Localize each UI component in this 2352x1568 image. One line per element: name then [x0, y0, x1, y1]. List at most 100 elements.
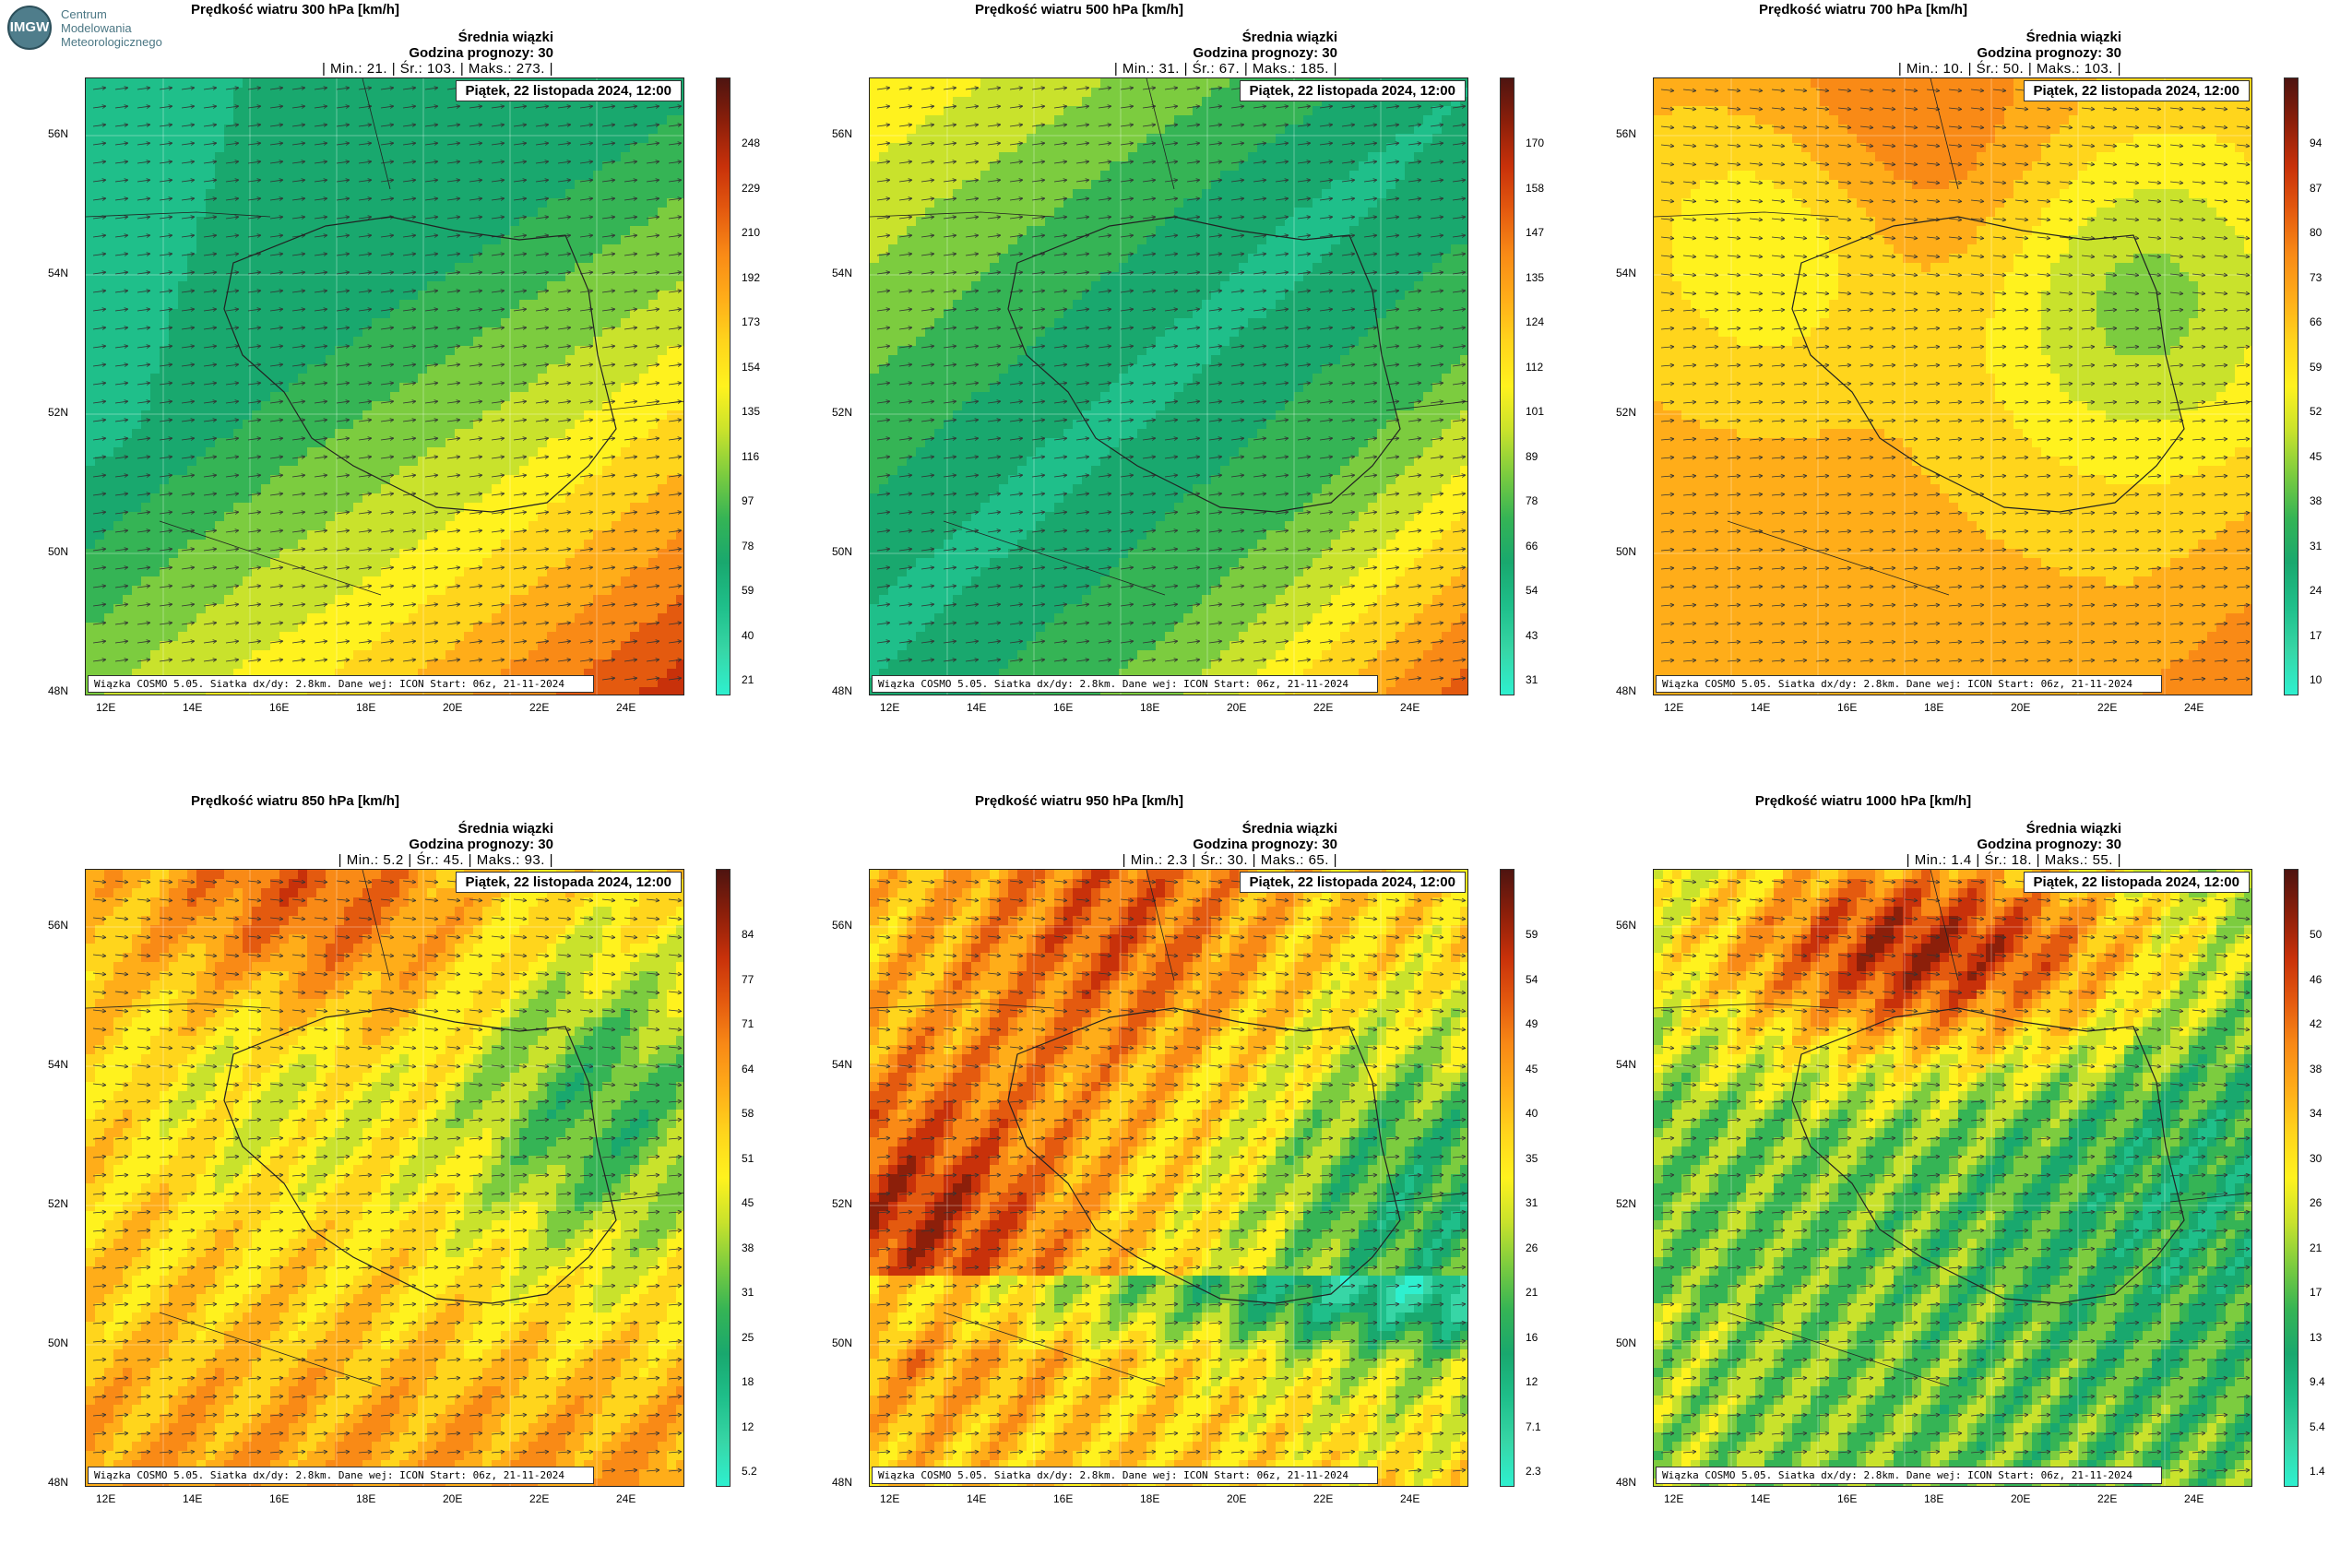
colorbar-tick: 31: [742, 1286, 754, 1299]
wind-map: Piątek, 22 listopada 2024, 12:00 Wiązka …: [869, 77, 1468, 695]
panel-header: Średnia wiązki Godzina prognozy: 30 | Mi…: [1114, 30, 1337, 77]
lon-label: 22E: [529, 701, 549, 714]
colorbar-tick: 59: [742, 584, 754, 597]
lon-label: 12E: [96, 701, 115, 714]
lon-label: 16E: [1837, 1492, 1857, 1505]
panel-stats: | Min.: 21. | Śr.: 103. | Maks.: 273. |: [322, 61, 553, 77]
wind-field: [1654, 78, 2251, 695]
forecast-hour: Godzina prognozy: 30: [322, 45, 553, 61]
colorbar-tick: 17: [2310, 629, 2322, 642]
colorbar-tick: 64: [742, 1063, 754, 1075]
lon-label: 18E: [356, 1492, 375, 1505]
wind-panel: Prędkość wiatru 950 hPa [km/h] Średnia w…: [784, 791, 1541, 1538]
colorbar-tick: 12: [742, 1420, 754, 1433]
lon-label: 12E: [880, 701, 899, 714]
lat-label: 52N: [1616, 1197, 1636, 1210]
lon-label: 22E: [2097, 1492, 2117, 1505]
colorbar-tick: 16: [1526, 1331, 1538, 1344]
model-info: Wiązka COSMO 5.05. Siatka dx/dy: 2.8km. …: [88, 1467, 594, 1484]
model-info: Wiązka COSMO 5.05. Siatka dx/dy: 2.8km. …: [872, 675, 1378, 693]
ensemble-label: Średnia wiązki: [1123, 821, 1337, 837]
panel-header: Średnia wiązki Godzina prognozy: 30 | Mi…: [1123, 821, 1337, 868]
forecast-hour: Godzina prognozy: 30: [339, 837, 553, 852]
ensemble-label: Średnia wiązki: [1114, 30, 1337, 45]
panel-header: Średnia wiązki Godzina prognozy: 30 | Mi…: [339, 821, 553, 868]
lon-label: 20E: [443, 1492, 462, 1505]
model-info: Wiązka COSMO 5.05. Siatka dx/dy: 2.8km. …: [1656, 1467, 2162, 1484]
colorbar-tick: 13: [2310, 1331, 2322, 1344]
lat-label: 56N: [1616, 127, 1636, 140]
colorbar: [2284, 869, 2299, 1487]
colorbar-tick: 21: [742, 673, 754, 686]
colorbar-tick: 43: [1526, 629, 1538, 642]
lat-label: 52N: [832, 1197, 852, 1210]
lon-label: 22E: [529, 1492, 549, 1505]
lon-label: 24E: [1400, 1492, 1420, 1505]
colorbar-tick: 101: [1526, 405, 1544, 418]
lat-label: 52N: [48, 406, 68, 419]
colorbar-tick: 89: [1526, 450, 1538, 463]
colorbar-tick: 2.3: [1526, 1465, 1541, 1478]
wind-panel: Prędkość wiatru 700 hPa [km/h] Średnia w…: [1568, 0, 2324, 747]
colorbar-tick: 40: [742, 629, 754, 642]
colorbar-tick: 59: [1526, 928, 1538, 941]
colorbar: [1500, 77, 1515, 695]
lon-label: 24E: [616, 701, 636, 714]
valid-date: Piątek, 22 listopada 2024, 12:00: [1239, 80, 1466, 101]
valid-date: Piątek, 22 listopada 2024, 12:00: [455, 872, 682, 893]
panel-title: Prędkość wiatru 950 hPa [km/h]: [784, 793, 1374, 809]
valid-date: Piątek, 22 listopada 2024, 12:00: [1239, 872, 1466, 893]
lon-label: 14E: [1751, 1492, 1770, 1505]
lon-label: 12E: [1664, 1492, 1683, 1505]
lat-label: 54N: [48, 1058, 68, 1071]
lat-label: 48N: [832, 1476, 852, 1489]
colorbar-tick: 1.4: [2310, 1465, 2325, 1478]
colorbar-tick: 158: [1526, 182, 1544, 195]
colorbar-tick: 84: [742, 928, 754, 941]
colorbar-tick: 58: [742, 1107, 754, 1120]
colorbar-tick: 59: [2310, 361, 2322, 374]
lon-label: 18E: [356, 701, 375, 714]
panel-stats: | Min.: 1.4 | Śr.: 18. | Maks.: 55. |: [1907, 852, 2121, 868]
lon-label: 14E: [967, 701, 986, 714]
colorbar-tick: 9.4: [2310, 1375, 2325, 1388]
valid-date: Piątek, 22 listopada 2024, 12:00: [455, 80, 682, 101]
panel-title: Prędkość wiatru 850 hPa [km/h]: [0, 793, 590, 809]
colorbar-tick: 66: [1526, 540, 1538, 552]
logo-emblem: IMGW: [7, 6, 52, 50]
lat-label: 54N: [48, 267, 68, 279]
lat-label: 50N: [832, 1336, 852, 1349]
wind-panel: Prędkość wiatru 1000 hPa [km/h] Średnia …: [1568, 791, 2325, 1538]
wind-map: Piątek, 22 listopada 2024, 12:00 Wiązka …: [869, 869, 1468, 1487]
lon-label: 12E: [96, 1492, 115, 1505]
colorbar-tick: 30: [2310, 1152, 2322, 1165]
colorbar-tick: 170: [1526, 137, 1544, 149]
lon-label: 18E: [1924, 701, 1943, 714]
lon-label: 16E: [1053, 1492, 1073, 1505]
colorbar-tick: 31: [1526, 673, 1538, 686]
panel-stats: | Min.: 5.2 | Śr.: 45. | Maks.: 93. |: [339, 852, 553, 868]
colorbar-tick: 12: [1526, 1375, 1538, 1388]
colorbar-tick: 51: [742, 1152, 754, 1165]
colorbar-tick: 21: [1526, 1286, 1538, 1299]
colorbar-tick: 135: [742, 405, 760, 418]
lat-label: 50N: [832, 545, 852, 558]
wind-field: [870, 870, 1467, 1486]
ensemble-label: Średnia wiązki: [1907, 821, 2121, 837]
lat-label: 50N: [48, 545, 68, 558]
lon-label: 18E: [1140, 1492, 1159, 1505]
colorbar-tick: 45: [1526, 1063, 1538, 1075]
ensemble-label: Średnia wiązki: [339, 821, 553, 837]
colorbar-tick: 52: [2310, 405, 2322, 418]
lat-label: 56N: [1616, 919, 1636, 932]
wind-map: Piątek, 22 listopada 2024, 12:00 Wiązka …: [1653, 77, 2252, 695]
lon-label: 22E: [1313, 1492, 1333, 1505]
lat-label: 54N: [832, 1058, 852, 1071]
colorbar-tick: 87: [2310, 182, 2322, 195]
lon-label: 12E: [1664, 701, 1683, 714]
model-info: Wiązka COSMO 5.05. Siatka dx/dy: 2.8km. …: [88, 675, 594, 693]
forecast-hour: Godzina prognozy: 30: [1907, 837, 2121, 852]
colorbar-tick: 35: [1526, 1152, 1538, 1165]
colorbar-tick: 49: [1526, 1017, 1538, 1030]
colorbar-tick: 210: [742, 226, 760, 239]
